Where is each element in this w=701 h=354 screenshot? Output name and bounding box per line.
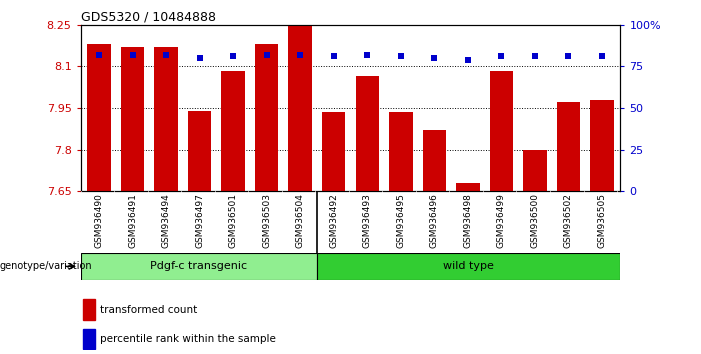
Point: [261, 52, 272, 58]
Text: Pdgf-c transgenic: Pdgf-c transgenic: [150, 261, 247, 272]
Bar: [154, 47, 178, 191]
Text: wild type: wild type: [443, 261, 494, 272]
Point: [328, 53, 339, 59]
Bar: [557, 102, 580, 191]
Bar: [489, 70, 513, 191]
Bar: [81, 253, 317, 280]
Point: [395, 53, 407, 59]
Bar: [88, 44, 111, 191]
Point: [161, 52, 172, 58]
Text: GSM936502: GSM936502: [564, 193, 573, 248]
Text: GSM936501: GSM936501: [229, 193, 238, 248]
Bar: [590, 99, 613, 191]
Text: GSM936496: GSM936496: [430, 193, 439, 248]
Text: genotype/variation: genotype/variation: [0, 261, 93, 272]
Bar: [289, 25, 312, 191]
Text: GSM936499: GSM936499: [497, 193, 506, 248]
Point: [127, 52, 138, 58]
Point: [194, 55, 205, 61]
Text: GSM936498: GSM936498: [463, 193, 472, 248]
Point: [529, 53, 540, 59]
Text: percentile rank within the sample: percentile rank within the sample: [100, 334, 275, 344]
Text: GSM936493: GSM936493: [362, 193, 372, 248]
Bar: [322, 112, 346, 191]
Text: transformed count: transformed count: [100, 305, 197, 315]
Bar: [355, 76, 379, 191]
Text: GSM936490: GSM936490: [95, 193, 104, 248]
Text: GSM936492: GSM936492: [329, 193, 339, 248]
Text: GDS5320 / 10484888: GDS5320 / 10484888: [81, 11, 216, 24]
Point: [294, 52, 306, 58]
Point: [496, 53, 507, 59]
Bar: [456, 183, 479, 191]
Point: [462, 57, 473, 63]
Text: GSM936505: GSM936505: [597, 193, 606, 248]
Bar: [423, 130, 446, 191]
Text: GSM936503: GSM936503: [262, 193, 271, 248]
Text: GSM936491: GSM936491: [128, 193, 137, 248]
Text: GSM936495: GSM936495: [396, 193, 405, 248]
Bar: [121, 47, 144, 191]
Bar: [83, 329, 95, 349]
Text: GSM936497: GSM936497: [195, 193, 204, 248]
Bar: [523, 149, 547, 191]
Text: GSM936500: GSM936500: [531, 193, 539, 248]
Point: [563, 53, 574, 59]
Point: [597, 53, 608, 59]
Point: [228, 53, 239, 59]
Point: [429, 55, 440, 61]
Bar: [188, 111, 212, 191]
Point: [362, 52, 373, 58]
Bar: [389, 112, 412, 191]
Bar: [317, 253, 620, 280]
Bar: [255, 44, 278, 191]
Text: GSM936504: GSM936504: [296, 193, 305, 248]
Bar: [83, 299, 95, 320]
Bar: [222, 70, 245, 191]
Text: GSM936494: GSM936494: [162, 193, 170, 248]
Point: [93, 52, 104, 58]
